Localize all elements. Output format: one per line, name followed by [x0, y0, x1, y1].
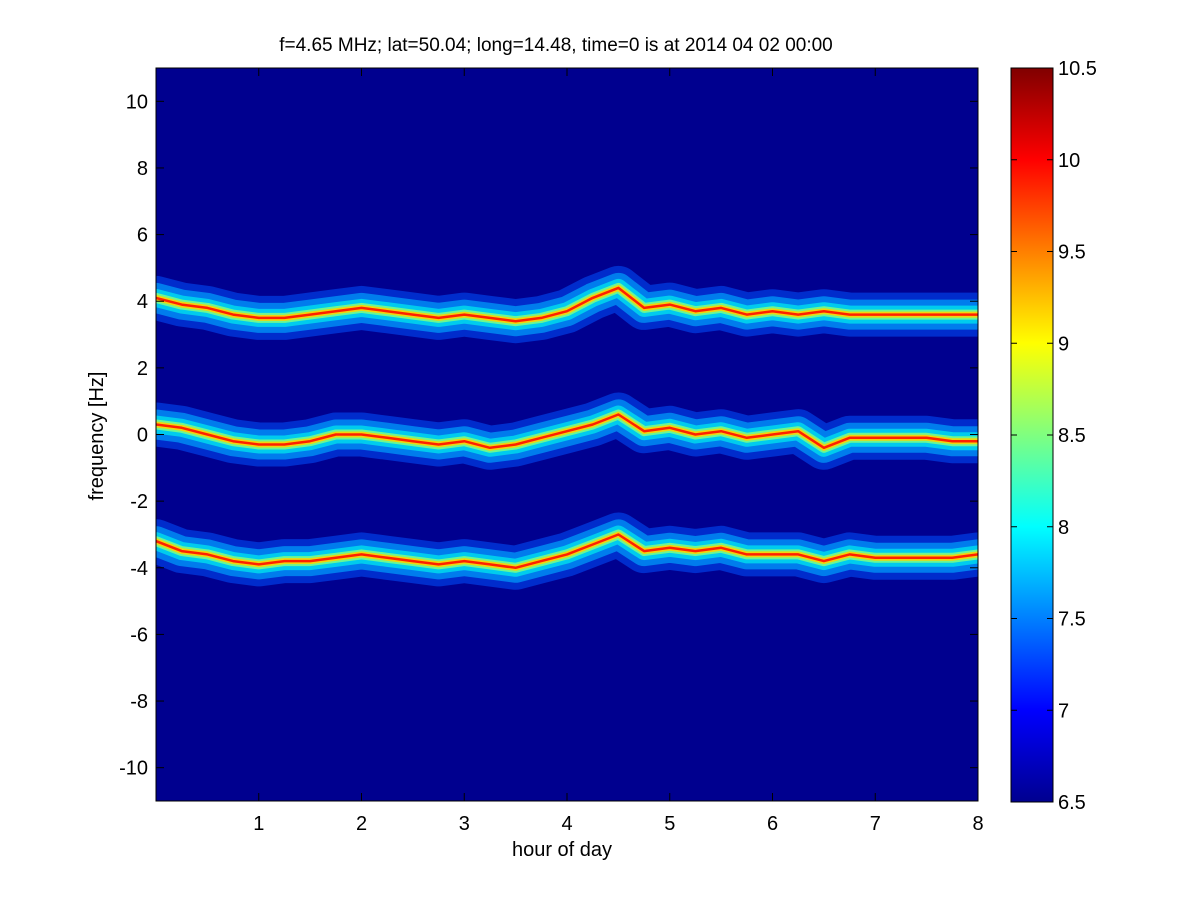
x-tick-label: 3: [459, 813, 470, 835]
colorbar-ticks: 6.5 7 7.5 8 8.5 9 9.5 10 10.5: [1011, 58, 1097, 814]
x-tick-label: 6: [767, 813, 778, 835]
colorbar-tick-label: 8.5: [1058, 425, 1086, 447]
x-axis-ticks: 1 2 3 4 5 6 7 8: [253, 68, 984, 835]
doppler-trace-band: [156, 286, 978, 323]
y-tick-label: 8: [137, 158, 148, 180]
y-tick-label: -4: [130, 558, 148, 580]
colorbar-tick-label: 7.5: [1058, 609, 1086, 631]
x-tick-label: 4: [561, 813, 572, 835]
heatmap-bands: [156, 265, 978, 590]
colorbar-tick-label: 9.5: [1058, 242, 1086, 264]
doppler-trace-band: [156, 413, 978, 450]
chart-title: f=4.65 MHz; lat=50.04; long=14.48, time=…: [279, 35, 833, 56]
y-tick-label: -10: [119, 758, 148, 780]
x-tick-label: 1: [253, 813, 264, 835]
y-tick-label: 0: [137, 425, 148, 447]
colorbar-tick-label: 8: [1058, 517, 1069, 539]
y-axis-ticks: -10 -8 -6 -4 -2 0 2 4 6 8 10: [119, 91, 978, 780]
y-axis-label: frequency [Hz]: [86, 372, 108, 501]
colorbar-tick-label: 6.5: [1058, 792, 1086, 814]
y-tick-label: 10: [126, 91, 148, 113]
x-tick-label: 8: [972, 813, 983, 835]
x-tick-label: 7: [870, 813, 881, 835]
colorbar-tick-label: 10: [1058, 150, 1080, 172]
colorbar-tick-label: 10.5: [1058, 58, 1097, 80]
y-tick-label: 4: [137, 291, 148, 313]
y-tick-label: -2: [130, 491, 148, 513]
y-tick-label: 2: [137, 358, 148, 380]
y-tick-label: -8: [130, 691, 148, 713]
doppler-trace-band: [156, 533, 978, 570]
colorbar: [1010, 67, 1054, 803]
x-axis-label: hour of day: [512, 839, 612, 861]
x-tick-label: 5: [664, 813, 675, 835]
x-tick-label: 2: [356, 813, 367, 835]
colorbar-tick-label: 9: [1058, 333, 1069, 355]
y-tick-label: 6: [137, 225, 148, 247]
colorbar-tick-label: 7: [1058, 700, 1069, 722]
y-tick-label: -6: [130, 624, 148, 646]
